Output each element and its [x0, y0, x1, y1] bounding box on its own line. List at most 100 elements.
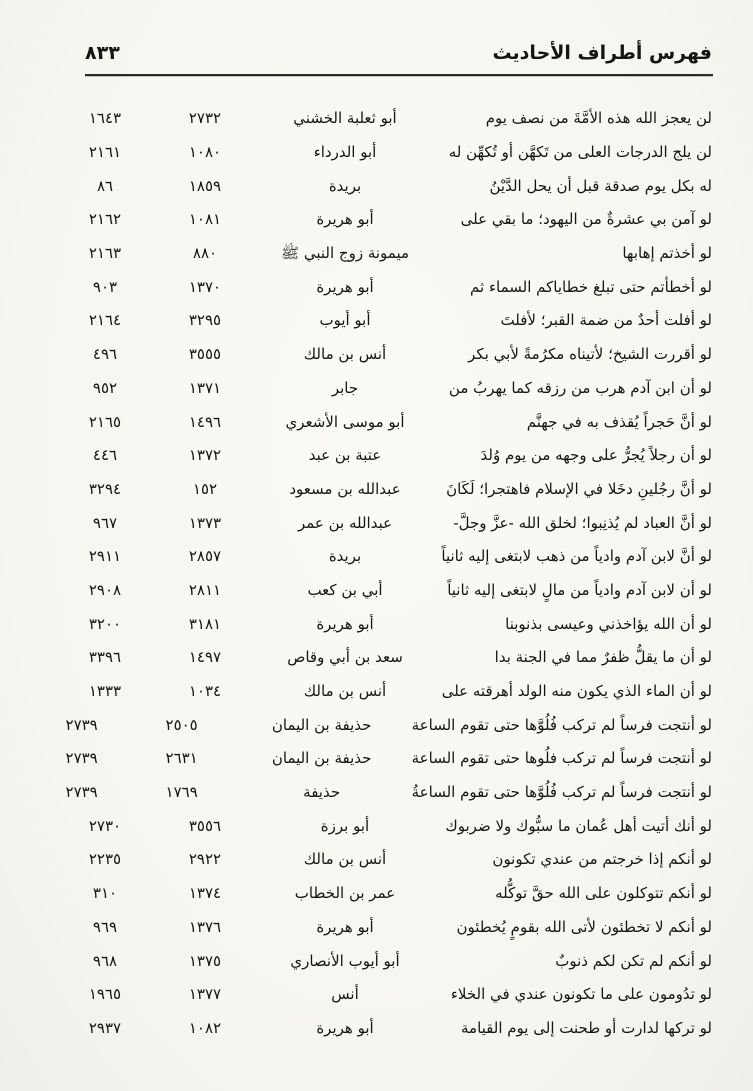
table-row: لو أنكم إذا خرجتم من عندي تكونون أنس بن … — [55, 843, 712, 877]
ref-number-2: ١٩٦٥ — [88, 985, 122, 1004]
ref-number-1: ١٣٧١ — [188, 378, 222, 397]
hadith-text: لو أنَّ لابن آدم وادياً من ذهب لابتغى إل… — [441, 547, 712, 566]
table-row: لو أنَّ العباد لم يُذنِبوا؛ لخلق الله -ع… — [55, 506, 712, 540]
hadith-text: لو أنكم إذا خرجتم من عندي تكونون — [492, 850, 712, 869]
narrator-name: أبو هريرة — [316, 1018, 374, 1037]
ref-number-1: ٢٦٣١ — [165, 749, 198, 768]
narrator-name: أبو هريرة — [316, 210, 374, 229]
table-row: لو آمن بي عشرةٌ من اليهود؛ ما بقي على أب… — [55, 203, 712, 237]
narrator-name: عتبة بن عبد — [308, 446, 382, 465]
narrator-name: أبو أيوب الأنصاري — [290, 951, 400, 970]
ref-number-2: ٢١٦٣ — [88, 244, 122, 263]
narrator-name: حذيفة — [303, 783, 341, 802]
narrator-name: عمر بن الخطاب — [294, 884, 396, 903]
ref-number-1: ١٤٩٦ — [188, 412, 222, 431]
ref-number-2: ٢١٦٤ — [88, 311, 122, 330]
hadith-text: لو أخذتم إهابها — [622, 244, 712, 263]
hadith-text: لو أفلت أحدٌ من ضمة القبر؛ لأفلتَ — [500, 311, 713, 330]
table-row: لو أن الله يؤاخذني وعيسى بذنوبنا أبو هري… — [55, 607, 712, 641]
hadith-text: لو أنكم لم تكن لكم ذنوبٌ — [555, 951, 712, 970]
ref-number-1: ٢٨١١ — [188, 580, 222, 599]
page-header: فهرس أطراف الأحاديث ٨٣٣ — [85, 0, 712, 64]
hadith-text: لو أنتجت فرساً لم تركب فُلُوَّها حتى تقو… — [411, 783, 712, 802]
table-row: له بكل يوم صدقة قبل أن يحل الدَّيْنُ بري… — [55, 169, 712, 203]
ref-number-2: ٩٦٧ — [92, 513, 118, 532]
table-row: لو أقررت الشيخ؛ لأتيناه مكرُمةً لأبي بكر… — [55, 338, 712, 372]
ref-number-1: ١٣٧٢ — [188, 446, 222, 465]
ref-number-2: ٩٠٣ — [92, 277, 118, 296]
ref-number-1: ١٠٨١ — [188, 210, 222, 229]
table-row: لن يعجز الله هذه الأمَّةَ من نصف يوم أبو… — [55, 102, 712, 136]
table-row: لو أفلت أحدٌ من ضمة القبر؛ لأفلتَ أبو أي… — [55, 304, 712, 338]
ref-number-1: ١٣٧٤ — [188, 884, 222, 903]
narrator-name: عبدالله بن عمر — [297, 513, 393, 532]
ref-number-1: ٣٢٩٥ — [188, 311, 222, 330]
hadith-text: لو أنَّ رجُلينِ دخَلا في الإسلام فاهتجرا… — [446, 479, 712, 498]
hadith-text: لو أنك أتيت أهل عُمان ما سبُّوك ولا ضربو… — [445, 816, 712, 835]
ref-number-2: ٣٣٩٦ — [88, 648, 122, 667]
page-number: ٨٣٣ — [85, 42, 120, 64]
ref-number-2: ٩٥٢ — [92, 378, 118, 397]
ref-number-2: ٢٧٣٩ — [65, 715, 98, 734]
narrator-name: أبو برزة — [320, 816, 370, 835]
narrator-name: بريدة — [328, 176, 362, 195]
table-row: لو أن لابن آدم وادياً من مالٍ لابتغى إلي… — [55, 574, 712, 608]
ref-number-1: ١٣٧٧ — [188, 985, 222, 1004]
ref-number-2: ٩٦٩ — [92, 917, 118, 936]
hadith-text: لو أنَّ العباد لم يُذنِبوا؛ لخلق الله -ع… — [453, 513, 712, 532]
table-row: لو تدُومون على ما تكونون عندي في الخلاء … — [55, 978, 712, 1012]
table-row: لو أن رجلاً يُجرُّ على وجهه من يوم وُلدَ… — [55, 439, 712, 473]
table-row: لو أنكم تتوكلون على الله حقَّ توكُّله عم… — [55, 877, 712, 911]
table-row: لو أنَّ لابن آدم وادياً من ذهب لابتغى إل… — [55, 540, 712, 574]
table-row: لو أنَّ رجُلينِ دخَلا في الإسلام فاهتجرا… — [55, 473, 712, 507]
ref-number-2: ٢٩٠٨ — [88, 580, 122, 599]
hadith-text: لن يلج الدرجات العلى من تَكهَّن أو تُكهِ… — [448, 143, 712, 162]
ref-number-1: ٣٥٥٦ — [188, 816, 222, 835]
narrator-name: أبو ثعلبة الخشني — [293, 109, 397, 128]
ref-number-2: ٢١٦٥ — [88, 412, 122, 431]
narrator-name: أنس — [331, 985, 359, 1004]
narrator-name: أبو الدرداء — [313, 143, 377, 162]
ref-number-1: ١٧٦٩ — [165, 783, 198, 802]
ref-number-1: ٢٧٣٢ — [188, 109, 222, 128]
ref-number-2: ٢٧٣٠ — [88, 816, 122, 835]
ref-number-2: ٤٩٦ — [92, 345, 118, 364]
table-row: لو أنتجت فرساً لم تركب فُلُوَّها حتى تقو… — [55, 776, 712, 810]
page-title: فهرس أطراف الأحاديث — [492, 42, 712, 64]
hadith-text: لو أنكم لا تخطئون لأتى الله بقومٍ يُخطئو… — [456, 917, 712, 936]
narrator-name: أبو موسى الأشعري — [285, 412, 405, 431]
ref-number-1: ١٣٧٠ — [188, 277, 222, 296]
hadith-text: لو أن رجلاً يُجرُّ على وجهه من يوم وُلدَ — [480, 446, 713, 465]
hadith-text: لو تدُومون على ما تكونون عندي في الخلاء — [450, 985, 712, 1004]
table-row: لو أنتجت فرساً لم تركب فلُوها حتى تقوم ا… — [55, 742, 712, 776]
narrator-name: أبو هريرة — [316, 917, 374, 936]
hadith-text: لو أنكم تتوكلون على الله حقَّ توكُّله — [495, 884, 712, 903]
narrator-name: سعد بن أبي وقاص — [287, 648, 403, 667]
ref-number-2: ٢٧٣٩ — [65, 749, 98, 768]
ref-number-1: ١٠٨٠ — [188, 143, 222, 162]
ref-number-2: ١٦٤٣ — [88, 109, 122, 128]
hadith-text: لو أن ابن آدم هرب من رزقه كما يهربُ من — [448, 378, 712, 397]
table-row: لو أن ما يقلُّ ظفرٌ مما في الجنة بدا سعد… — [55, 641, 712, 675]
ref-number-1: ٣١٨١ — [188, 614, 222, 633]
ref-number-2: ٣١٠ — [92, 884, 118, 903]
table-row: لو أنكم لا تخطئون لأتى الله بقومٍ يُخطئو… — [55, 911, 712, 945]
ref-number-1: ١٤٩٧ — [188, 648, 222, 667]
table-row: لو أنك أتيت أهل عُمان ما سبُّوك ولا ضربو… — [55, 809, 712, 843]
hadith-text: لو أنتجت فرساً لم تركب فُلُوَّها حتى تقو… — [411, 715, 712, 734]
ref-number-1: ٢٨٥٧ — [188, 547, 222, 566]
ref-number-2: ٢٩١١ — [88, 547, 122, 566]
ref-number-2: ٢٢٣٥ — [88, 850, 122, 869]
table-row: لو تركها لدارت أو طحنت إلى يوم القيامة أ… — [55, 1012, 712, 1046]
hadith-text: لو أن الله يؤاخذني وعيسى بذنوبنا — [505, 614, 712, 633]
table-row: لن يلج الدرجات العلى من تَكهَّن أو تُكهِ… — [55, 136, 712, 170]
ref-number-1: ١٠٣٤ — [188, 682, 222, 701]
narrator-name: أنس بن مالك — [303, 345, 387, 364]
ref-number-1: ١٣٧٣ — [188, 513, 222, 532]
hadith-text: لو أن ما يقلُّ ظفرٌ مما في الجنة بدا — [494, 648, 712, 667]
narrator-name: حذيفة بن اليمان — [271, 715, 372, 734]
hadith-text: لو أنَّ حَجراً يُقذف به في جهنَّم — [526, 412, 712, 431]
ref-number-1: ٨٨٠ — [192, 244, 218, 263]
ref-number-1: ١٥٢ — [192, 479, 218, 498]
table-row: لو أنتجت فرساً لم تركب فُلُوَّها حتى تقو… — [55, 708, 712, 742]
